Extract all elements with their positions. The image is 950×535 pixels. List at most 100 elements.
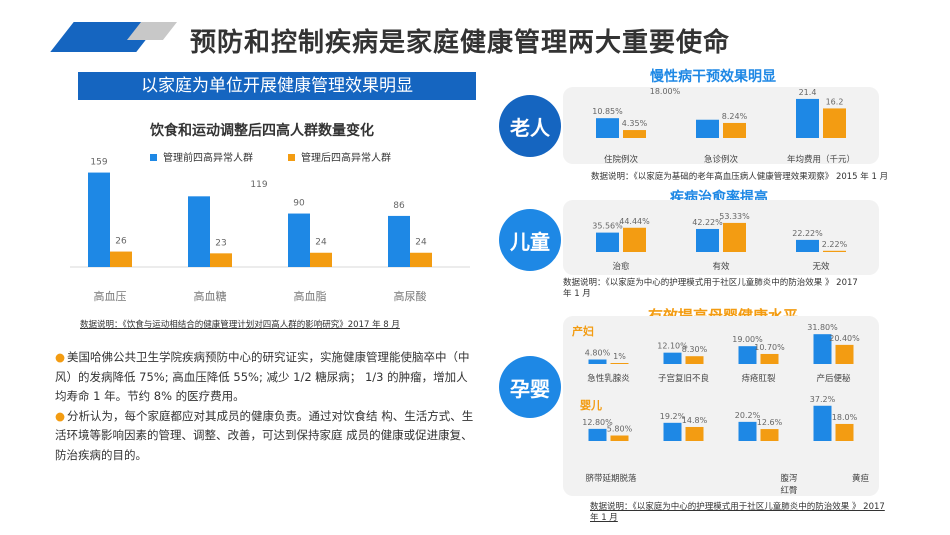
data-label: 10.70% — [754, 343, 785, 352]
bar-after — [685, 426, 704, 441]
bar-after — [760, 429, 779, 441]
data-label: 16.2 — [826, 97, 844, 106]
data-label: 90 — [293, 199, 305, 209]
category-label: 无效 — [812, 261, 830, 272]
bar-after — [723, 222, 746, 252]
bar-after — [610, 363, 629, 364]
bar-after — [210, 253, 232, 267]
data-label: 119 — [250, 180, 267, 190]
bar-before — [188, 196, 210, 267]
bullet-dot: ● — [55, 350, 66, 364]
data-label: 26 — [115, 237, 127, 247]
paragraph-analysis: ● 分析认为，每个家庭都应对其成员的健康负责。通过对饮食结 构、生活方式、生活环境… — [55, 407, 475, 466]
bar-before — [813, 405, 832, 441]
bar-before — [596, 232, 619, 252]
data-label: 8.24% — [722, 112, 748, 121]
data-label: 21.4 — [799, 88, 817, 97]
data-label: 53.33% — [719, 212, 750, 221]
data-label: 2.22% — [822, 240, 848, 249]
category-label: 高血压 — [94, 289, 127, 303]
elderly-badge: 老人 — [499, 95, 561, 157]
children-bar-chart: 35.56%44.44% 治愈 42.22%53.33% 有效 22.22% 2.22% 无… — [592, 212, 848, 272]
paragraph-harvard-text: 美国哈佛公共卫生学院疾病预防中心的研究证实，实施健康管理能使脑卒中（中风）的发病… — [55, 350, 470, 403]
bar-after — [835, 344, 854, 364]
paragraph-analysis-text: 分析认为，每个家庭都应对其成员的健康负责。通过对饮食结 构、生活方式、生活环境等… — [55, 408, 474, 462]
bar-after — [823, 108, 846, 138]
bar-before — [813, 334, 832, 364]
children-data-note-text: 数据说明：《以家庭为中心的护理模式用于社区儿童肺炎中的防治效果 》 2017 年… — [563, 278, 858, 299]
bar-after — [835, 423, 854, 441]
data-label: 12.6% — [757, 418, 783, 427]
data-label: 14.8% — [682, 416, 708, 425]
data-label: 19.2% — [660, 412, 686, 421]
category-label: 产后便秘 — [816, 373, 851, 384]
data-label: 24 — [315, 238, 327, 248]
bar-after — [310, 252, 332, 267]
data-label: 12.10% — [657, 342, 688, 351]
data-label: 12.80% — [582, 418, 613, 427]
legend-after: 管理后四高异常人群 — [288, 149, 391, 164]
category-label: 脐带延期脱落 — [585, 473, 637, 484]
bar-before — [388, 215, 410, 267]
category-label: 腹泻 — [780, 473, 797, 484]
left-banner: 以家庭为单位开展健康管理效果明显 — [78, 72, 476, 100]
bar-after — [610, 435, 629, 441]
bar-after — [623, 227, 646, 252]
bar-before — [663, 422, 682, 441]
left-chart-title: 饮食和运动调整后四高人群数量变化 — [150, 123, 374, 139]
data-label: 4.80% — [585, 349, 611, 358]
legend-swatch-blue — [150, 154, 157, 161]
category-label: 急性乳腺炎 — [587, 373, 630, 384]
elderly-bar-chart: 10.85% 4.35% 住院例次 8.24% 急诊例次 21.4 16.2 年均费用（千元）… — [592, 87, 855, 165]
legend-before-label: 管理前四高异常人群 — [163, 153, 253, 164]
bar-before — [88, 172, 110, 267]
data-label: 18.0% — [832, 413, 858, 422]
data-label: 24 — [415, 238, 427, 248]
infant-sublabel: 婴儿 — [580, 399, 602, 412]
legend-swatch-orange — [288, 154, 295, 161]
bar-after — [410, 252, 432, 267]
mother-sublabel: 产妇 — [572, 325, 594, 338]
bar-before — [596, 118, 619, 138]
maternal-data-note: 数据说明：《以家庭为中心的护理模式用于社区儿童肺炎中的防治效果 》 2017 年… — [590, 502, 890, 524]
category-label: 急诊例次 — [704, 154, 739, 165]
bar-after — [623, 130, 646, 138]
paragraph-harvard: ● 美国哈佛公共卫生学院疾病预防中心的研究证实，实施健康管理能使脑卒中（中风）的发… — [55, 348, 475, 407]
four-high-bar-chart: 159 26 高血压 119 23 高血糖 90 24 高血脂 86 24 高尿酸 — [70, 158, 470, 303]
bar-before — [796, 98, 819, 138]
elderly-data-note: 数据说明：《以家庭为基础的老年高血压病人健康管理效果观察》 2015 年 1 月 — [591, 172, 889, 182]
data-label: 18.00% — [650, 87, 681, 96]
children-data-note: 数据说明：《以家庭为中心的护理模式用于社区儿童肺炎中的防治效果 》 2017 年… — [563, 278, 863, 300]
data-label: 37.2% — [810, 395, 836, 404]
page-title: 预防和控制疾病是家庭健康管理两大重要使命 — [190, 28, 731, 58]
elderly-title: 慢性病干预效果明显 — [650, 69, 776, 85]
bullet-dot: ● — [55, 408, 66, 423]
data-label: 5.80% — [607, 425, 633, 434]
data-label: 35.56% — [592, 222, 623, 231]
category-label: 高血糖 — [194, 289, 227, 303]
data-label: 20.40% — [829, 334, 860, 343]
left-body-text: ● 美国哈佛公共卫生学院疾病预防中心的研究证实，实施健康管理能使脑卒中（中风）的发… — [55, 348, 475, 465]
data-label: 19.00% — [732, 335, 763, 344]
category-label: 黄疸 — [852, 473, 870, 484]
category-label: 高血脂 — [294, 289, 327, 303]
bar-before — [738, 421, 757, 441]
bar-after — [723, 122, 746, 138]
data-label: 44.44% — [619, 217, 650, 226]
bar-before — [588, 359, 607, 364]
bar-before — [588, 428, 607, 441]
category-label: 有效 — [712, 261, 730, 272]
category-label: 住院例次 — [604, 154, 639, 165]
category-label: 治愈 — [612, 261, 630, 272]
children-badge: 儿童 — [499, 209, 561, 271]
bar-before — [288, 213, 310, 267]
data-label: 23 — [215, 238, 226, 248]
data-label: 22.22% — [792, 229, 823, 238]
bar-after — [760, 353, 779, 364]
category-label: 痔疮肛裂 — [741, 373, 776, 384]
data-label: 4.35% — [622, 119, 648, 128]
bar-after — [823, 250, 846, 252]
maternal-badge: 孕婴 — [499, 356, 561, 418]
data-label: 31.80% — [807, 323, 838, 332]
data-label: 86 — [393, 201, 405, 211]
